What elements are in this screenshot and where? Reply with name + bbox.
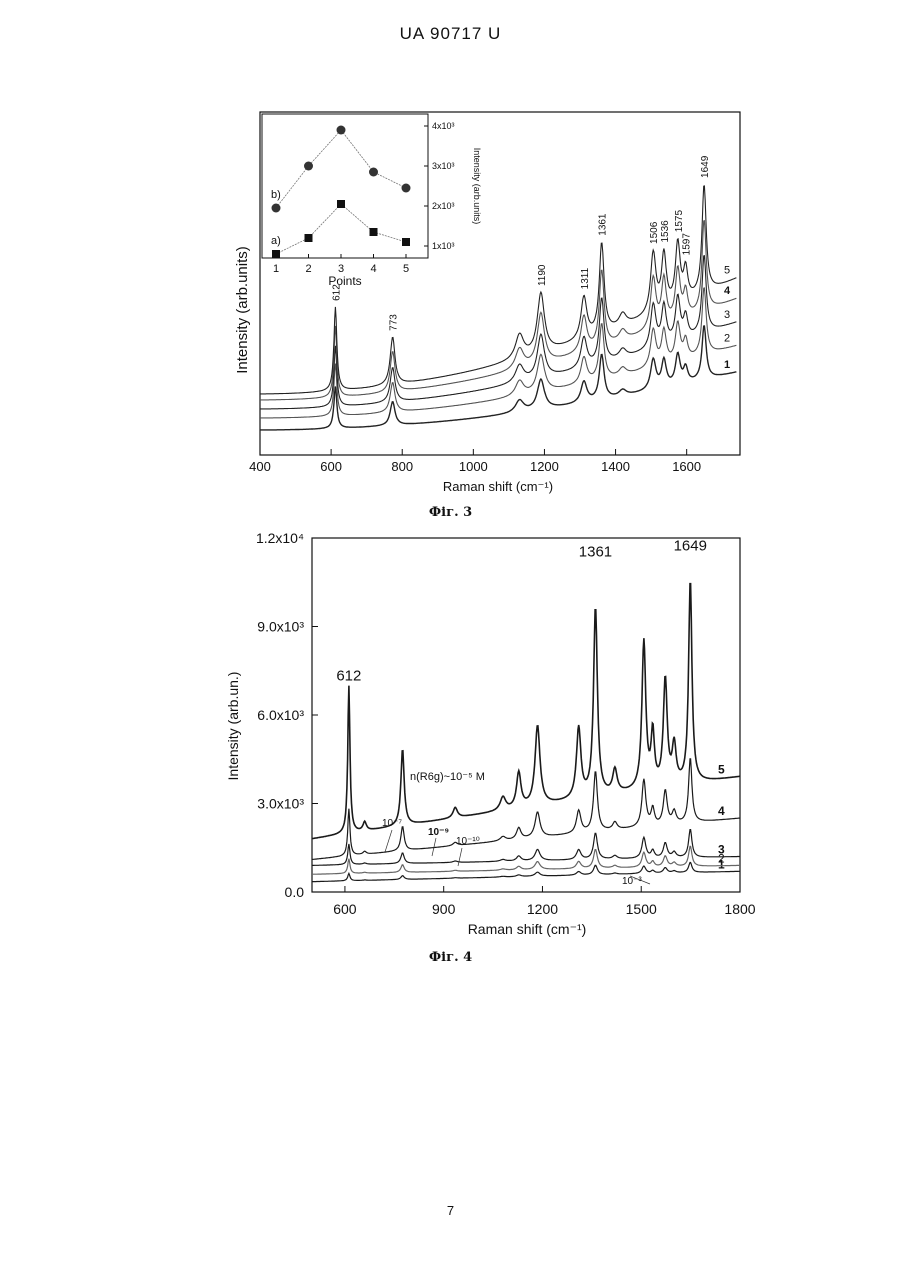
fig4-series-1 [312, 863, 740, 882]
page-number: 7 [0, 1203, 901, 1218]
fig3-x-tick-label-1000: 1000 [459, 459, 488, 474]
fig3-inset-y-tick-label-1: 1x10³ [432, 241, 455, 251]
fig3-inset-series-label-0: a) [271, 235, 281, 247]
fig3-peak-label-1361: 1361 [598, 213, 609, 236]
fig3-inset-point-a-2 [305, 234, 313, 242]
fig4-y-tick-label-9000: 9.0x10³ [257, 619, 304, 635]
fig3-series-label-5: 5 [724, 265, 730, 277]
fig3-x-tick-label-600: 600 [320, 459, 342, 474]
fig3-x-tick-label-1200: 1200 [530, 459, 559, 474]
fig3-peak-label-1597: 1597 [682, 233, 693, 256]
fig3-inset-x-tick-label-5: 5 [403, 263, 409, 275]
fig3-y-axis-label: Intensity (arb.units) [234, 246, 251, 374]
fig3-inset-point-b-5 [402, 184, 411, 193]
fig4-series-label-4: 4 [718, 804, 725, 818]
fig4-x-tick-label-1800: 1800 [724, 901, 755, 917]
fig3-inset-point-b-4 [369, 168, 378, 177]
fig4-peak-label-612: 612 [336, 667, 361, 684]
fig3-inset-series-label-1: b) [271, 189, 281, 201]
fig4-y-tick-label-12000: 1.2x10⁴ [256, 530, 304, 546]
fig4-series-5 [312, 584, 740, 839]
fig4-plot-area: 600 900 1200 1500 1800 0.0 3.0x10³ 6.0x10³ 9.0x1… [256, 530, 756, 917]
fig4-annotation-3: 10⁻⁹ [428, 827, 449, 838]
figure-4-chart: 600 900 1200 1500 1800 0.0 3.0x10³ 6.0x10³ 9.0x1… [0, 526, 901, 946]
fig4-annotation-5: 10⁻³ [622, 876, 642, 887]
fig3-x-tick-label-400: 400 [249, 459, 271, 474]
fig4-peak-label-1649: 1649 [674, 538, 707, 555]
fig3-x-tick-label-800: 800 [391, 459, 413, 474]
fig3-inset-point-a-3 [337, 200, 345, 208]
fig3-inset-y-tick-label-3: 3x10³ [432, 161, 455, 171]
fig4-y-tick-label-6000: 6.0x10³ [257, 707, 304, 723]
fig4-annotation-pointer-3 [458, 848, 462, 866]
fig4-x-tick-label-1500: 1500 [626, 901, 657, 917]
fig3-series-label-4: 4 [724, 285, 731, 297]
fig4-series-label-5: 5 [718, 762, 725, 776]
fig3-inset-x-tick-label-2: 2 [305, 263, 311, 275]
fig3-inset-point-b-1 [272, 204, 281, 213]
fig3-inset-x-axis-label: Points [328, 274, 361, 288]
fig3-series-label-2: 2 [724, 332, 730, 344]
fig4-series-3 [312, 830, 740, 866]
fig4-x-tick-label-600: 600 [333, 901, 357, 917]
fig3-inset-y-tick-label-4: 4x10³ [432, 121, 455, 131]
fig4-peak-label-1361: 1361 [579, 544, 612, 561]
fig4-x-axis-label: Raman shift (cm⁻¹) [468, 921, 587, 937]
document-header: UA 90717 U [0, 24, 901, 44]
fig3-inset-point-b-2 [304, 162, 313, 171]
fig3-peak-label-1649: 1649 [700, 155, 711, 178]
fig3-series-label-1: 1 [724, 359, 730, 371]
fig3-x-tick-label-1400: 1400 [601, 459, 630, 474]
figure-4-caption: Фіг. 4 [0, 950, 901, 965]
fig3-inset-point-a-4 [370, 228, 378, 236]
fig3-inset-x-tick-label-1: 1 [273, 263, 279, 275]
fig4-series-2 [312, 846, 740, 874]
fig3-inset-point-a-5 [402, 238, 410, 246]
fig3-peak-label-1506: 1506 [649, 221, 660, 244]
fig4-frame [312, 538, 740, 892]
fig4-annotation-4: 10⁻¹⁰ [456, 836, 480, 847]
fig4-annotation-pointer-1 [385, 830, 392, 852]
fig3-plot-area: 4006008001000120014001600123456127731190… [249, 112, 740, 474]
fig3-series-label-3: 3 [724, 309, 730, 321]
fig3-peak-label-773: 773 [389, 314, 400, 331]
fig3-x-tick-label-1600: 1600 [672, 459, 701, 474]
fig4-x-tick-label-900: 900 [432, 901, 456, 917]
fig4-series-label-3: 3 [718, 843, 725, 857]
fig3-inset-x-tick-label-4: 4 [370, 263, 376, 275]
fig4-y-tick-label-0: 0.0 [285, 884, 305, 900]
fig3-x-axis-label: Raman shift (cm⁻¹) [443, 479, 553, 494]
fig4-annotation-1: n(R6g)~10⁻⁵ M [410, 771, 485, 783]
fig4-x-tick-label-1200: 1200 [527, 901, 558, 917]
fig3-inset-y-tick-label-2: 2x10³ [432, 201, 455, 211]
fig4-annotation-2: 10⁻⁷ [382, 818, 402, 829]
fig3-peak-label-1536: 1536 [660, 220, 671, 243]
fig3-inset-point-a-1 [272, 250, 280, 258]
fig4-y-axis-label: Intensity (arb.un.) [225, 672, 241, 781]
figure-3-chart: 4006008001000120014001600123456127731190… [0, 110, 901, 470]
fig3-inset-y-axis-label: Intensity (arb.units) [472, 148, 482, 225]
fig3-peak-label-1575: 1575 [674, 209, 685, 232]
fig3-inset-point-b-3 [337, 126, 346, 135]
fig4-y-tick-label-3000: 3.0x10³ [257, 796, 304, 812]
fig3-peak-label-1190: 1190 [537, 264, 548, 286]
fig3-peak-label-1311: 1311 [580, 267, 591, 289]
fig4-series-4 [312, 759, 740, 860]
figure-3-caption: Фіг. 3 [0, 505, 901, 520]
